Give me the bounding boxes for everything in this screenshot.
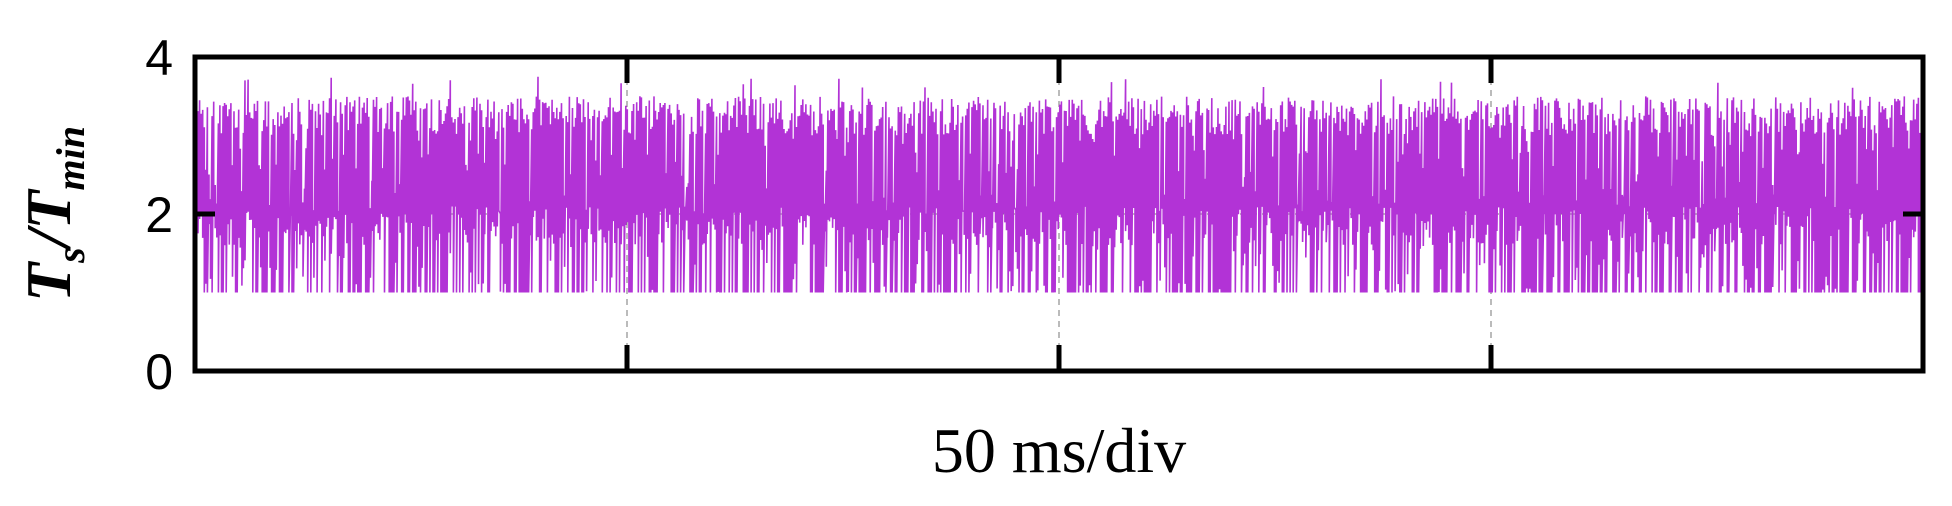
x-axis-label: 50 ms/div bbox=[932, 415, 1186, 486]
y-tick-labels: 0 2 4 bbox=[145, 30, 173, 400]
tick-marks bbox=[195, 57, 1923, 371]
y-axis-label: Ts/Tmin bbox=[13, 126, 93, 302]
series-trace bbox=[197, 76, 1921, 293]
y-tick-label: 0 bbox=[145, 344, 173, 400]
y-tick-label: 4 bbox=[145, 30, 173, 86]
y-label-numerator-sub: s bbox=[48, 247, 93, 264]
y-label-numerator: T bbox=[13, 260, 84, 302]
y-label-denominator-sub: min bbox=[48, 126, 93, 190]
y-label-denominator: T bbox=[13, 188, 84, 230]
y-tick-label: 2 bbox=[145, 187, 173, 243]
